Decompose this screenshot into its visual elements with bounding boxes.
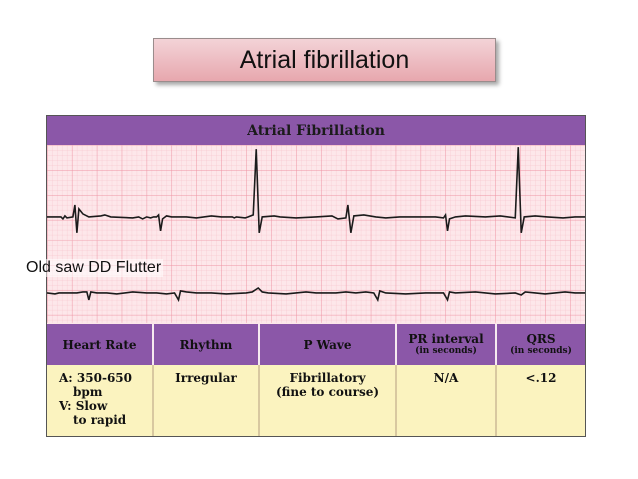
cell-pr-interval: N/A xyxy=(397,365,497,436)
ecg-trace-bottom xyxy=(47,286,585,303)
qrs-value: <.12 xyxy=(525,371,557,385)
heart-rate-atrial-unit: bpm xyxy=(73,385,103,399)
cell-heart-rate: A: 350-650 bpm V: Slow to rapid xyxy=(47,365,154,436)
overlay-note: Old saw DD Flutter xyxy=(24,259,164,277)
ecg-strip-bottom xyxy=(47,240,585,323)
header-label: QRS xyxy=(526,332,556,346)
rhythm-value: Irregular xyxy=(175,371,237,385)
ecg-strip-top xyxy=(47,145,585,240)
header-pr-interval: PR interval (in seconds) xyxy=(397,324,497,365)
slide-title-box: Atrial fibrillation xyxy=(153,38,496,82)
pr-interval-value: N/A xyxy=(433,371,459,385)
header-sublabel: (in seconds) xyxy=(415,346,477,356)
header-heart-rate: Heart Rate xyxy=(47,324,154,365)
header-sublabel: (in seconds) xyxy=(510,346,572,356)
header-label: P Wave xyxy=(303,337,352,352)
heart-rate-ventricular: V: Slow xyxy=(59,399,108,413)
header-rhythm: Rhythm xyxy=(154,324,260,365)
header-p-wave: P Wave xyxy=(260,324,397,365)
heart-rate-atrial: A: 350-650 xyxy=(59,371,132,385)
header-qrs: QRS (in seconds) xyxy=(497,324,585,365)
slide-title: Atrial fibrillation xyxy=(239,45,410,74)
ecg-trace-top xyxy=(47,147,585,233)
p-wave-value: Fibrillatory xyxy=(289,371,366,385)
ecg-figure: Atrial Fibrillation Heart Rate Rhythm xyxy=(46,115,586,437)
p-wave-detail: (fine to course) xyxy=(275,385,380,399)
cell-rhythm: Irregular xyxy=(154,365,260,436)
cell-p-wave: Fibrillatory (fine to course) xyxy=(260,365,397,436)
header-label: Rhythm xyxy=(179,337,233,352)
header-label: PR interval xyxy=(408,332,484,346)
table-data-row: A: 350-650 bpm V: Slow to rapid Irregula… xyxy=(47,365,585,436)
table-header-row: Heart Rate Rhythm P Wave PR interval (in… xyxy=(47,324,585,365)
figure-header: Atrial Fibrillation xyxy=(47,116,585,145)
figure-header-text: Atrial Fibrillation xyxy=(247,122,385,139)
header-label: Heart Rate xyxy=(62,337,137,352)
ecg-criteria-table: Heart Rate Rhythm P Wave PR interval (in… xyxy=(47,324,585,436)
cell-qrs: <.12 xyxy=(497,365,585,436)
heart-rate-ventricular-detail: to rapid xyxy=(73,413,127,427)
